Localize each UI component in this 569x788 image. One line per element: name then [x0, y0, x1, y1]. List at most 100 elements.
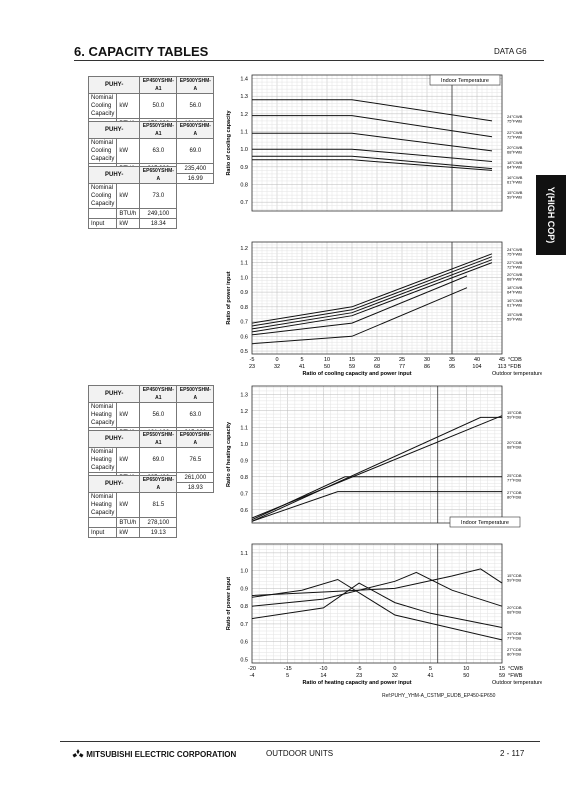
x-tick-label-f: 32: [392, 673, 398, 679]
x-tick-label-f: -4: [250, 673, 255, 679]
series-line: [251, 416, 502, 522]
legend-label: 20°CWB 68°FWB: [507, 145, 523, 155]
mitsubishi-diamonds-icon: [72, 749, 84, 758]
y-tick-label: 0.9: [240, 458, 248, 464]
x-tick-label: 45: [499, 357, 505, 363]
series-line: [251, 476, 502, 521]
x-tick-label-f: 41: [299, 364, 305, 370]
page-title: 6. CAPACITY TABLES: [74, 44, 209, 59]
row-unit: kW: [116, 183, 141, 209]
model-header: EP650YSHM-A: [139, 475, 178, 493]
plot-frame: [251, 543, 503, 664]
model-header: EP450YSHM-A1: [139, 385, 178, 403]
row-unit: kW: [116, 492, 141, 518]
legend-label: 15°CWB 59°FWB: [507, 190, 523, 200]
x-tick-label-f: 14: [320, 673, 326, 679]
y-axis-label: Ratio of cooling capacity: [226, 110, 232, 176]
series-line: [252, 159, 493, 171]
row-label: Nominal Cooling Capacity: [87, 183, 118, 209]
x-tick-label-f: 23: [356, 673, 362, 679]
row-label: Nominal Heating Capacity: [87, 447, 118, 473]
y-tick-label: 1.0: [240, 275, 248, 281]
y-tick-label: 1.0: [240, 147, 248, 153]
x-unit-label: °FDB: [508, 364, 522, 370]
cell-value: 56.0: [176, 93, 215, 119]
x-tick-label-f: 68: [374, 364, 380, 370]
x-tick-label-f: 41: [428, 673, 434, 679]
row-unit: BTU/h: [116, 208, 141, 219]
legend-box: [506, 311, 528, 322]
y-tick-label: 0.7: [240, 200, 248, 206]
y-tick-label: 1.1: [240, 130, 248, 136]
plot-frame: [251, 241, 503, 355]
x-axis-caption: Outdoor temperature: [492, 371, 542, 377]
y-tick-label: 1.0: [240, 442, 248, 448]
footer-section: OUTDOOR UNITS: [266, 749, 334, 758]
legend-label: 20°CWB 68°FWB: [507, 272, 523, 282]
series-line: [251, 287, 468, 345]
series-line: [252, 148, 493, 162]
legend-label: 24°CWB 75°FWB: [507, 114, 523, 124]
cell-value: 18.93: [176, 482, 215, 493]
series-line: [252, 115, 493, 138]
y-tick-label: 0.5: [240, 657, 248, 663]
y-tick-label: 0.6: [240, 334, 248, 340]
legend-box: [506, 159, 528, 170]
legend-box: [506, 630, 528, 641]
y-tick-label: 1.2: [240, 246, 248, 252]
legend-label: 15°CDB 59°FDB: [507, 410, 522, 420]
y-axis-label: Ratio of heating capacity: [226, 421, 232, 487]
cell-value: 69.0: [176, 138, 215, 164]
legend-label: 18°CWB 64°FWB: [507, 160, 523, 170]
model-series-label: PUHY-: [87, 385, 141, 403]
cell-value: 261,000: [176, 472, 215, 483]
cell-value: 249,100: [139, 208, 178, 219]
x-tick-label: 10: [463, 666, 469, 672]
row-unit: kW: [116, 138, 141, 164]
legend-box: [506, 271, 528, 282]
legend-box: [506, 259, 528, 270]
y-tick-label: 0.9: [240, 165, 248, 171]
legend-box: [506, 646, 528, 657]
x-tick-label-f: 50: [324, 364, 330, 370]
cell-value: 235,400: [176, 163, 215, 174]
x-unit-label: °CDB: [508, 357, 522, 363]
y-tick-label: 0.6: [240, 640, 248, 646]
x-tick-label-f: 32: [274, 364, 280, 370]
x-tick-label: 0: [393, 666, 396, 672]
legend-box: [506, 174, 528, 185]
legend-label: 16°CWB 61°FWB: [507, 175, 523, 185]
row-label: Nominal Heating Capacity: [87, 492, 118, 518]
model-header: EP600YSHM-A: [176, 121, 215, 139]
cell-value: 63.0: [139, 138, 178, 164]
y-tick-label: 0.7: [240, 491, 248, 497]
legend-box: [506, 489, 528, 500]
x-tick-label: 15: [499, 666, 505, 672]
legend-box: [506, 246, 528, 257]
legend-title-box: [429, 74, 501, 86]
legend-label: 24°CWB 75°FWB: [507, 247, 523, 257]
legend-title: Indoor Temperature: [461, 520, 509, 526]
side-tab: Y(HIGH COP): [536, 175, 566, 255]
x-tick-label: 5: [300, 357, 303, 363]
legend-box: [506, 113, 528, 124]
x-tick-label-f: 23: [249, 364, 255, 370]
header-divider: [74, 60, 544, 61]
x-tick-label: 15: [349, 357, 355, 363]
series-line: [251, 253, 493, 324]
legend-box: [506, 439, 528, 450]
cell-value: 16.99: [176, 173, 215, 184]
cell-value: 69.0: [139, 447, 178, 473]
x-tick-label-f: 59: [499, 673, 505, 679]
y-axis-label: Ratio of power input: [226, 577, 232, 630]
legend-label: 20°CDB 68°FDB: [507, 440, 522, 450]
series-line: [251, 491, 502, 522]
cell-value: 19.13: [139, 527, 178, 538]
legend-box: [506, 144, 528, 155]
legend-box: [506, 604, 528, 615]
legend-title: Indoor Temperature: [441, 78, 489, 84]
x-unit-label: °CWB: [508, 666, 523, 672]
x-axis-label: Ratio of heating capacity and power inpu…: [302, 680, 411, 686]
section-code: DATA G6: [494, 47, 527, 56]
legend-label: 25°CDB 77°FDB: [507, 631, 522, 641]
